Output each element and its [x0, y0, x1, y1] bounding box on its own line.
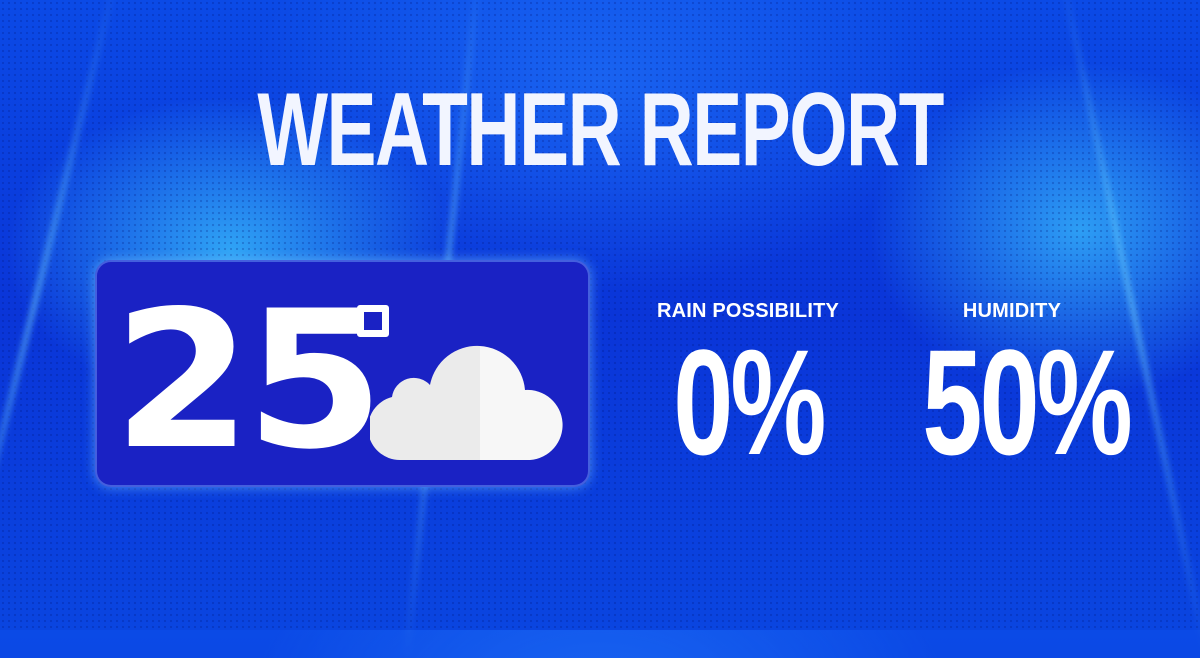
- temperature-panel: 25: [95, 260, 590, 487]
- cloud-icon: [370, 345, 563, 460]
- humidity-stat: HUMIDITY 50%: [922, 300, 1132, 486]
- rain-possibility-stat: RAIN POSSIBILITY 0%: [656, 300, 840, 486]
- degree-icon: [357, 305, 389, 337]
- temperature-value: 25: [113, 270, 384, 491]
- page-title: WEATHER REPORT: [257, 72, 944, 188]
